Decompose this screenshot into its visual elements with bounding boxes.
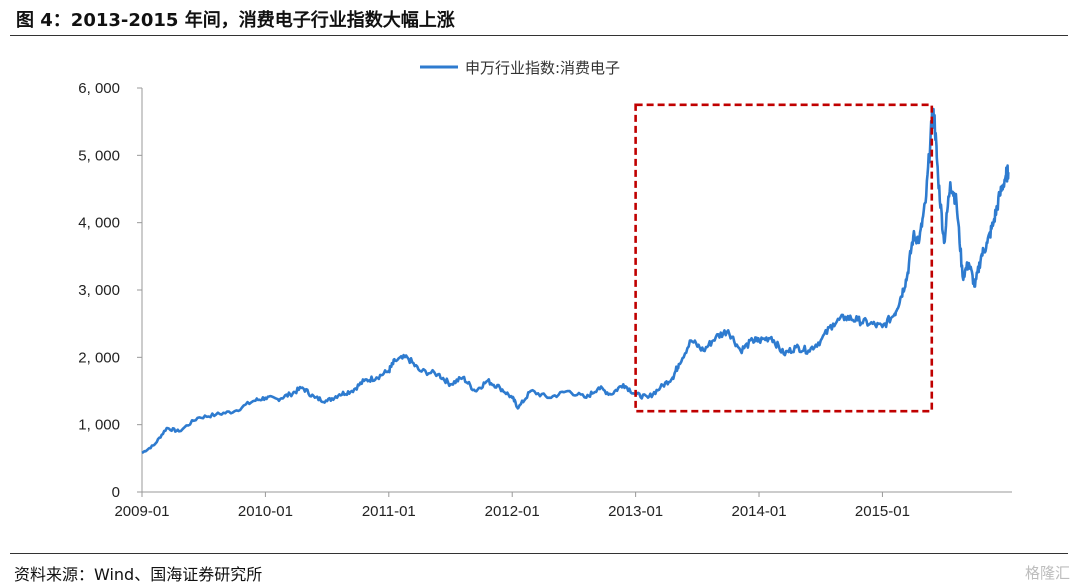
x-tick-label: 2010-01: [238, 503, 293, 520]
watermark-logo: 格隆汇: [1024, 564, 1070, 582]
legend-label: 申万行业指数:消费电子: [465, 59, 620, 77]
y-tick-label: 2, 000: [78, 349, 120, 366]
top-rule: [10, 35, 1068, 36]
series-line: [141, 107, 1010, 455]
chart-legend: 申万行业指数:消费电子: [420, 59, 620, 77]
y-tick-label: 3, 000: [78, 282, 120, 299]
y-tick-label: 4, 000: [78, 215, 120, 232]
x-tick-label: 2014-01: [731, 503, 786, 520]
y-tick-label: 5, 000: [78, 147, 120, 164]
x-tick-label: 2011-01: [362, 503, 416, 520]
chart-ticks: 0 1, 000 2, 000 3, 000 4, 000 5, 000 6, 000 200…: [78, 80, 910, 520]
x-tick-label: 2013-01: [608, 503, 663, 520]
y-tick-label: 6, 000: [78, 80, 120, 97]
bottom-rule: [10, 553, 1068, 554]
y-tick-label: 1, 000: [78, 417, 120, 434]
figure-title: 图 4：2013-2015 年间，消费电子行业指数大幅上涨: [16, 10, 455, 31]
y-tick-label: 0: [112, 484, 120, 501]
source-note: 资料来源：Wind、国海证券研究所: [14, 565, 263, 584]
x-tick-label: 2015-01: [855, 503, 910, 520]
x-tick-label: 2012-01: [485, 503, 540, 520]
highlight-box: [634, 103, 934, 413]
x-tick-label: 2009-01: [114, 503, 169, 520]
chart-axes: [141, 88, 1012, 493]
highlight-box-group: [634, 103, 934, 413]
chart-series: [141, 107, 1010, 455]
